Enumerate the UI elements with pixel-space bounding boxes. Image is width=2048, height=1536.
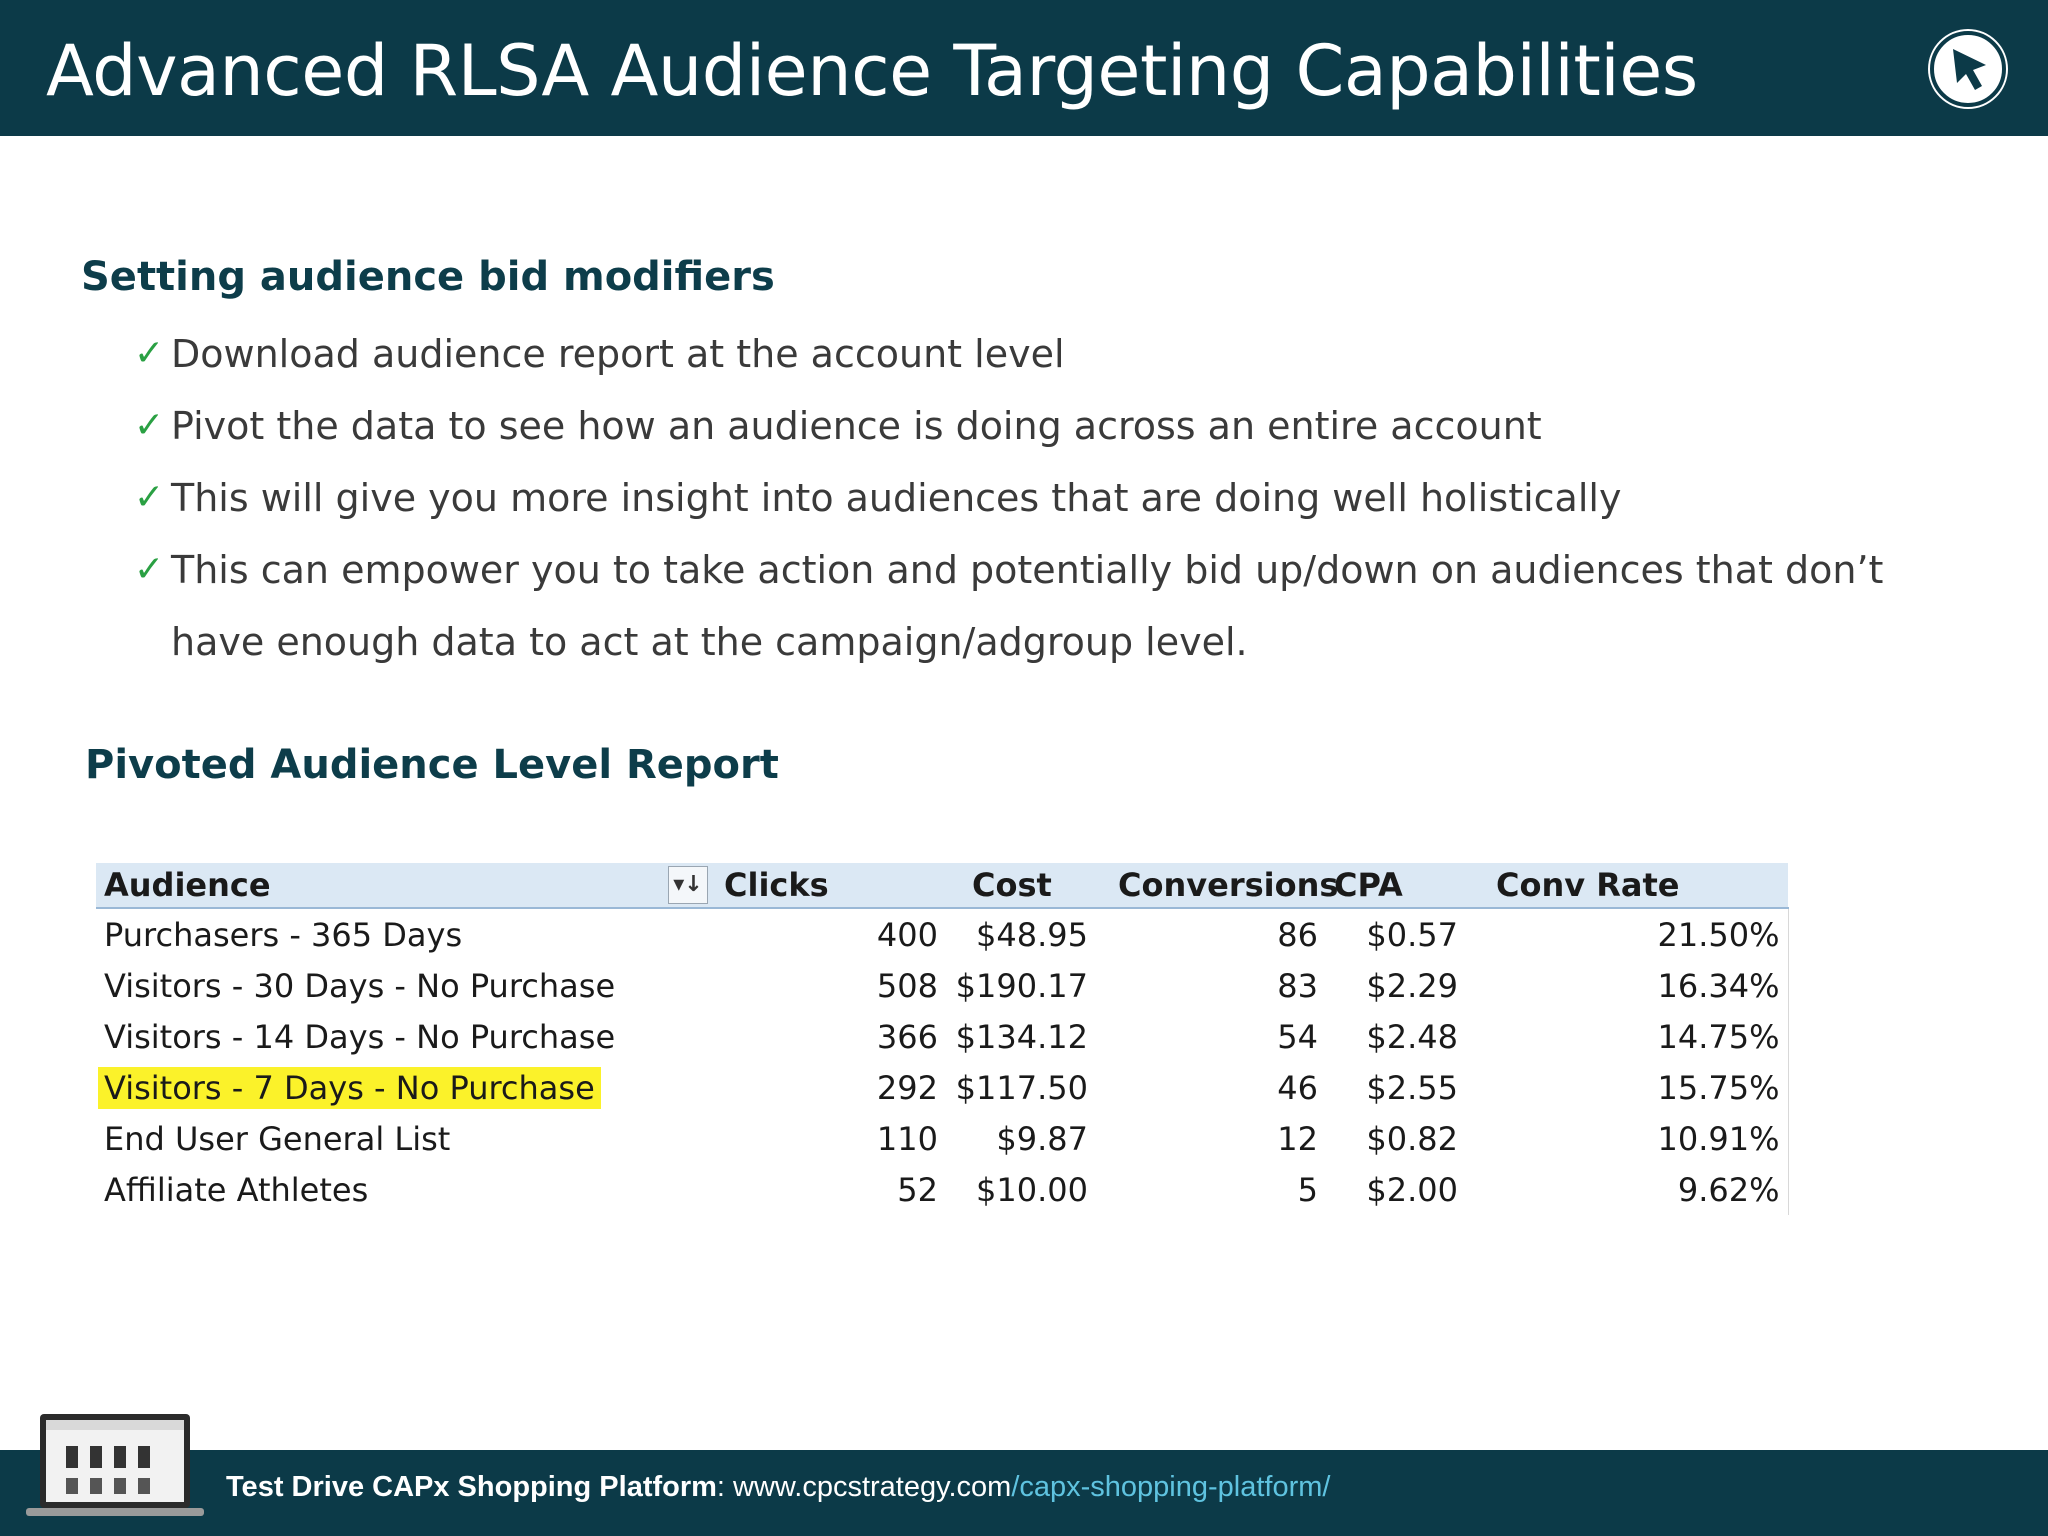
footer-link[interactable]: /capx-shopping-platform/ <box>1011 1471 1331 1503</box>
cell-conv-rate: 16.34% <box>1466 960 1789 1011</box>
checkmark-icon: ✓ <box>134 405 165 446</box>
highlight-mark: Visitors - 7 Days - No Purchase <box>98 1066 601 1109</box>
column-header-audience[interactable]: Audience ▾↓ <box>96 863 716 909</box>
column-header-cpa[interactable]: CPA <box>1326 863 1466 909</box>
table-row: End User General List 110 $9.87 12 $0.82… <box>96 1113 1789 1164</box>
column-header-conv-rate[interactable]: Conv Rate <box>1466 863 1788 909</box>
sort-filter-icon[interactable]: ▾↓ <box>668 866 708 904</box>
cell-conv-rate: 14.75% <box>1466 1011 1789 1062</box>
cell-cpa: $0.82 <box>1366 1119 1458 1158</box>
header-bar: Advanced RLSA Audience Targeting Capabil… <box>0 0 2048 136</box>
cell-clicks: 400 <box>876 915 938 954</box>
footer-cta: Test Drive CAPx Shopping Platform <box>226 1471 717 1503</box>
cell-cost: $48.95 <box>976 915 1088 954</box>
bullet-item: ✓ Pivot the data to see how an audience … <box>134 390 1894 462</box>
bullet-item: ✓ This can empower you to take action an… <box>134 534 1894 678</box>
cell-cpa: $2.29 <box>1366 966 1458 1005</box>
checkmark-icon: ✓ <box>134 333 165 374</box>
cell-conv-rate: 10.91% <box>1466 1113 1789 1164</box>
cell-audience: Affiliate Athletes <box>104 1170 369 1209</box>
column-header-cost[interactable]: Cost <box>946 863 1096 909</box>
cell-audience: Visitors - 14 Days - No Purchase <box>104 1017 616 1056</box>
table-header-row: Audience ▾↓ Clicks Cost Conversions CPA … <box>96 863 1788 909</box>
cell-conversions: 46 <box>1277 1068 1318 1107</box>
cell-cost: $117.50 <box>955 1068 1088 1107</box>
cell-cost: $190.17 <box>955 966 1088 1005</box>
checkmark-icon: ✓ <box>134 549 165 590</box>
page-title: Advanced RLSA Audience Targeting Capabil… <box>46 30 1698 112</box>
cell-cpa: $2.48 <box>1366 1017 1458 1056</box>
cursor-arrow-icon[interactable] <box>1928 29 2008 109</box>
section-heading-report: Pivoted Audience Level Report <box>85 742 779 788</box>
cell-clicks: 52 <box>897 1170 938 1209</box>
bullet-text: This can empower you to take action and … <box>171 548 1884 664</box>
cell-conv-rate: 15.75% <box>1466 1062 1789 1113</box>
cell-conversions: 83 <box>1277 966 1318 1005</box>
laptop-icon <box>26 1410 206 1524</box>
cell-cpa: $2.00 <box>1366 1170 1458 1209</box>
bullet-item: ✓ Download audience report at the accoun… <box>134 318 1894 390</box>
bullet-text: Pivot the data to see how an audience is… <box>171 404 1542 448</box>
cell-conversions: 86 <box>1277 915 1318 954</box>
cell-conv-rate: 9.62% <box>1466 1164 1789 1215</box>
audience-report-table: Audience ▾↓ Clicks Cost Conversions CPA … <box>96 863 1789 1215</box>
bullet-item: ✓ This will give you more insight into a… <box>134 462 1894 534</box>
footer-text: Test Drive CAPx Shopping Platform: www.c… <box>226 1471 1331 1503</box>
table-row: Purchasers - 365 Days 400 $48.95 86 $0.5… <box>96 908 1789 960</box>
cell-cost: $10.00 <box>976 1170 1088 1209</box>
checkmark-icon: ✓ <box>134 477 165 518</box>
cell-audience: Visitors - 7 Days - No Purchase <box>96 1062 716 1113</box>
column-header-conversions[interactable]: Conversions <box>1096 863 1338 909</box>
cell-audience: Visitors - 30 Days - No Purchase <box>104 966 616 1005</box>
cell-conversions: 12 <box>1277 1119 1318 1158</box>
cell-cpa: $2.55 <box>1366 1068 1458 1107</box>
section-heading-bid-modifiers: Setting audience bid modifiers <box>81 254 775 300</box>
cell-audience: End User General List <box>104 1119 451 1158</box>
cell-conversions: 5 <box>1297 1170 1318 1209</box>
footer-domain[interactable]: www.cpcstrategy.com <box>733 1471 1012 1503</box>
cell-cpa: $0.57 <box>1366 915 1458 954</box>
cell-clicks: 110 <box>876 1119 938 1158</box>
cell-cost: $9.87 <box>996 1119 1088 1158</box>
bullet-text: This will give you more insight into aud… <box>171 476 1622 520</box>
cell-conv-rate: 21.50% <box>1466 908 1789 960</box>
table-row: Visitors - 30 Days - No Purchase 508 $19… <box>96 960 1789 1011</box>
column-header-clicks[interactable]: Clicks <box>716 863 946 909</box>
table-row: Affiliate Athletes 52 $10.00 5 $2.00 9.6… <box>96 1164 1789 1215</box>
cell-clicks: 366 <box>876 1017 938 1056</box>
bullet-text: Download audience report at the account … <box>171 332 1065 376</box>
cell-audience: Purchasers - 365 Days <box>104 915 463 954</box>
table-row: Visitors - 14 Days - No Purchase 366 $13… <box>96 1011 1789 1062</box>
table-row-highlighted: Visitors - 7 Days - No Purchase 292 $117… <box>96 1062 1789 1113</box>
bullet-list: ✓ Download audience report at the accoun… <box>134 318 1894 678</box>
cell-cost: $134.12 <box>955 1017 1088 1056</box>
cell-conversions: 54 <box>1277 1017 1318 1056</box>
cell-clicks: 292 <box>876 1068 938 1107</box>
footer-bar <box>0 1450 2048 1536</box>
cell-clicks: 508 <box>876 966 938 1005</box>
